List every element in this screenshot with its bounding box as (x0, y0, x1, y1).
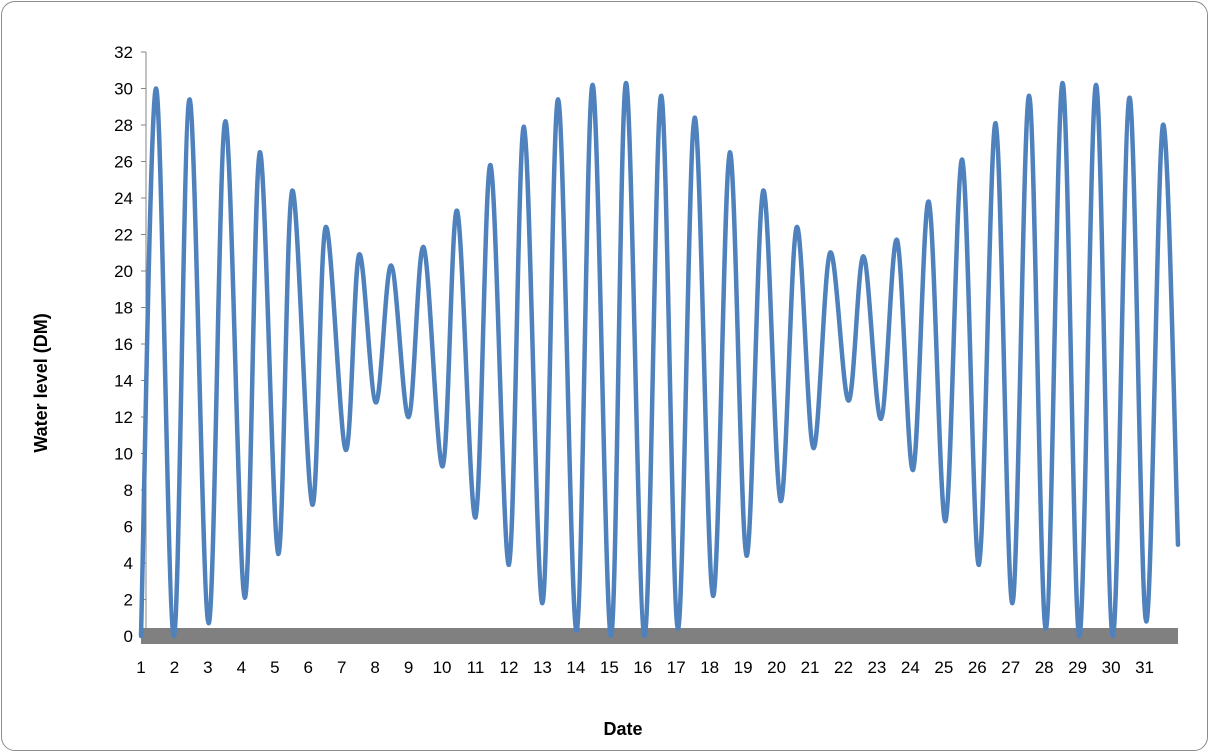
x-tick-label: 30 (1102, 658, 1121, 677)
x-tick-label: 14 (566, 658, 585, 677)
x-axis-title: Date (603, 719, 642, 739)
x-tick-label: 16 (633, 658, 652, 677)
y-tick-label: 32 (114, 43, 133, 62)
x-tick-label: 2 (170, 658, 179, 677)
y-tick-label: 10 (114, 445, 133, 464)
y-tick-label: 24 (114, 189, 133, 208)
x-tick-label: 23 (867, 658, 886, 677)
x-tick-label: 11 (467, 658, 485, 677)
x-tick-label: 31 (1135, 658, 1154, 677)
y-tick-label: 26 (114, 153, 133, 172)
y-tick-label: 4 (124, 554, 133, 573)
x-tick-label: 18 (700, 658, 719, 677)
y-tick-label: 22 (114, 226, 133, 245)
y-tick-label: 30 (114, 80, 133, 99)
y-axis-title: Water level (DM) (31, 313, 51, 452)
x-tick-label: 5 (270, 658, 279, 677)
y-tick-label: 8 (124, 481, 133, 500)
x-tick-label: 29 (1068, 658, 1087, 677)
y-tick-label: 28 (114, 116, 133, 135)
x-tick-label: 6 (304, 658, 313, 677)
x-axis-baseline-bar (141, 628, 1178, 644)
x-tick-label: 7 (337, 658, 346, 677)
x-tick-label: 21 (801, 658, 820, 677)
x-tick-label: 1 (136, 658, 145, 677)
x-tick-label: 3 (203, 658, 212, 677)
x-tick-label: 9 (404, 658, 413, 677)
x-tick-label: 24 (901, 658, 920, 677)
x-tick-label: 17 (667, 658, 686, 677)
x-tick-label: 22 (834, 658, 853, 677)
x-tick-label: 25 (934, 658, 953, 677)
x-tick-label: 20 (767, 658, 786, 677)
x-tick-label: 28 (1035, 658, 1054, 677)
x-tick-label: 19 (734, 658, 753, 677)
y-tick-label: 20 (114, 262, 133, 281)
x-axis: 1 2 3 4 5 6 7 8 9 10 11 12 13 14 15 16 17 18 19 20 21 22 23 24 2… (136, 658, 1154, 677)
x-tick-label: 10 (433, 658, 452, 677)
x-tick-label: 8 (370, 658, 379, 677)
y-tick-label: 0 (124, 627, 133, 646)
x-tick-label: 27 (1001, 658, 1020, 677)
y-tick-label: 6 (124, 518, 133, 537)
series-line-0 (138, 80, 1181, 639)
series-layer (138, 80, 1181, 639)
y-tick-label: 14 (114, 372, 133, 391)
y-tick-label: 16 (114, 335, 133, 354)
x-tick-label: 13 (533, 658, 552, 677)
y-tick-label: 2 (124, 591, 133, 610)
x-tick-label: 15 (600, 658, 619, 677)
x-tick-label: 4 (237, 658, 246, 677)
y-tick-label: 12 (114, 408, 133, 427)
x-tick-label: 12 (500, 658, 519, 677)
x-tick-label: 26 (968, 658, 987, 677)
y-tick-label: 18 (114, 299, 133, 318)
